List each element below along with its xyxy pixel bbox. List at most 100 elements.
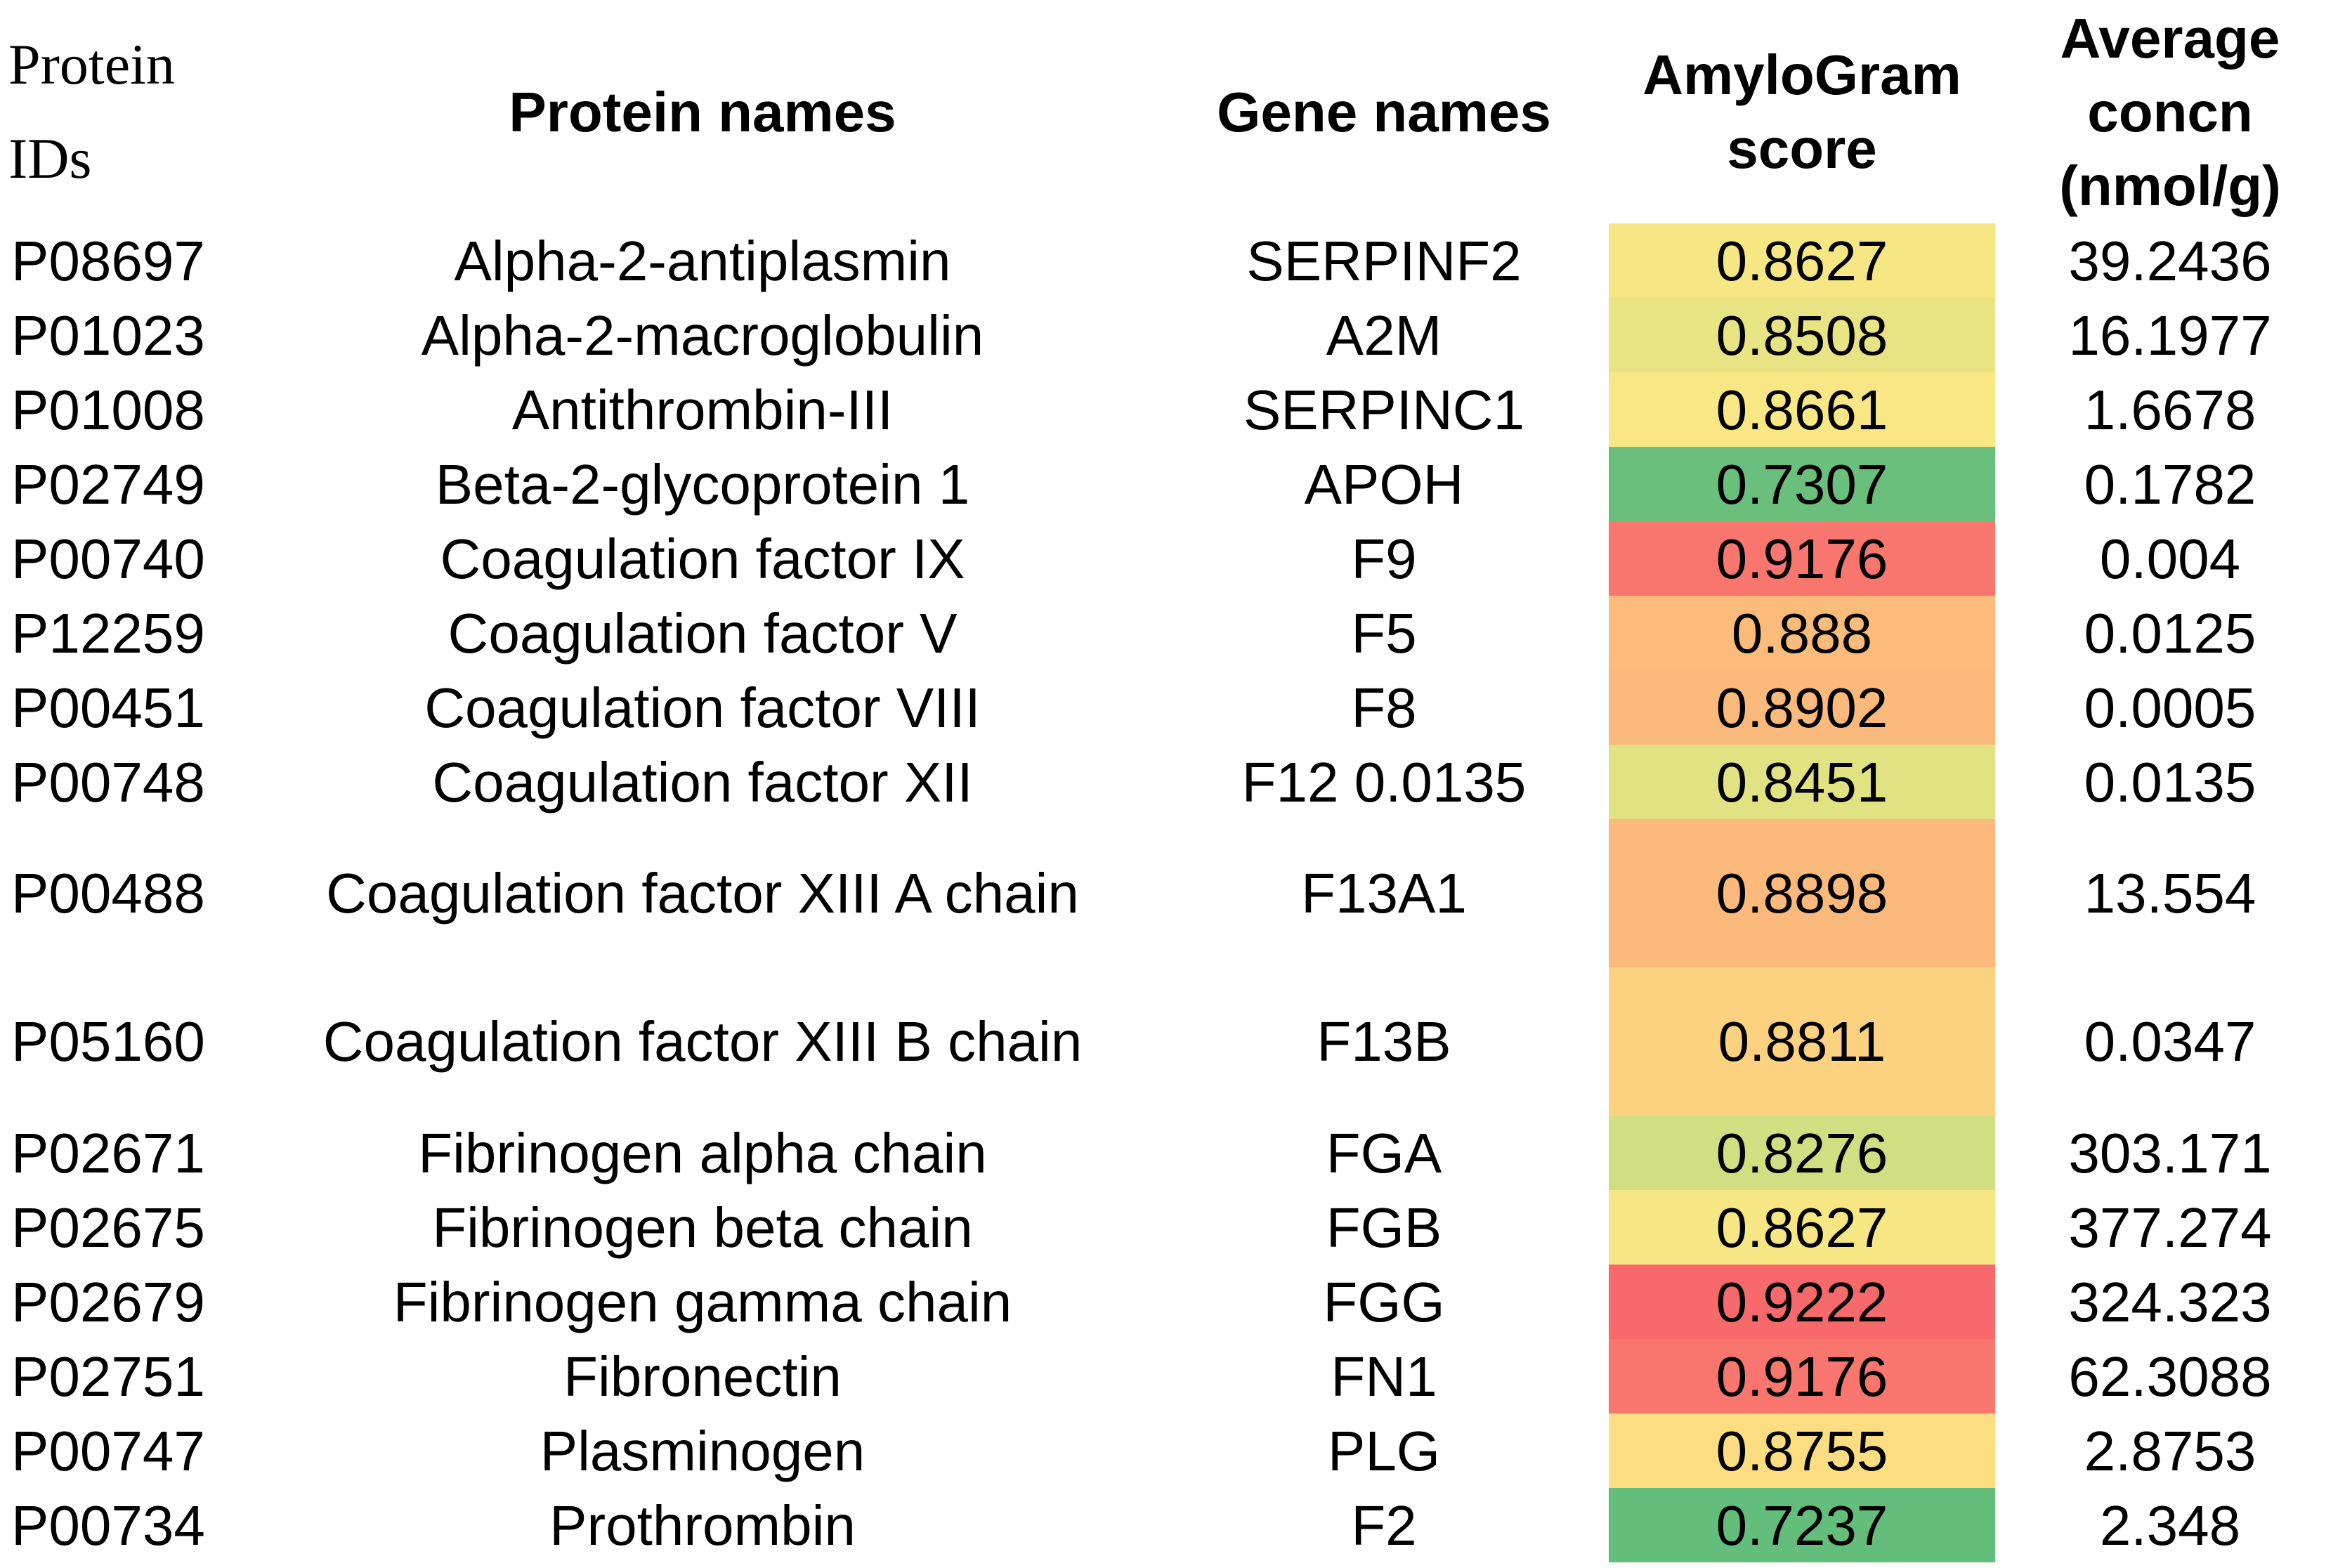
average-concn-cell: 0.0125 [2084,601,2256,665]
header-protein-ids: Protein IDs [8,32,175,190]
average-concn-cell: 0.0005 [2084,676,2256,739]
protein-id-cell: P02679 [11,1270,205,1333]
gene-name-cell: F8 [1351,676,1417,739]
average-concn-cell: 324.323 [2068,1270,2272,1333]
amylogram-score-cell: 0.7307 [1609,447,1995,521]
amylogram-score-cell: 0.9176 [1609,521,1995,596]
average-concn-cell: 39.2436 [2068,229,2272,292]
header-row: Protein IDs Protein names Gene names Amy… [0,0,2345,223]
protein-id-cell: P02671 [11,1121,205,1184]
protein-id-cell: P02749 [11,452,205,516]
table-row: P01008 Antithrombin-III SERPINC1 0.8661 1.66… [0,372,2345,447]
table-row: P00488 Coagulation factor XIII A chain F13… [0,819,2345,967]
table-row: P02675 Fibrinogen beta chain FGB 0.8627 377.… [0,1190,2345,1265]
protein-id-cell: P00740 [11,527,205,590]
gene-name-cell: SERPINC1 [1243,378,1525,441]
header-amylogram-score: AmyloGram score [1642,44,1961,180]
table-row: P00734 Prothrombin F2 0.7237 2.348 [0,1488,2345,1562]
amylogram-score-cell: 0.9222 [1609,1265,1995,1339]
protein-name-cell: Fibronectin [563,1345,842,1408]
gene-name-cell: PLG [1327,1419,1441,1482]
protein-id-cell: P00451 [11,676,205,739]
average-concn-cell: 2.8753 [2084,1419,2256,1482]
amylogram-score-cell: 0.8902 [1609,670,1995,745]
gene-name-cell: F12 0.0135 [1241,750,1527,814]
gene-name-cell: FGG [1323,1270,1445,1333]
gene-name-cell: F2 [1351,1494,1417,1557]
table-row: P08697 Alpha-2-antiplasmin SERPINF2 0.8627 3… [0,223,2345,298]
protein-id-cell: P05160 [11,1010,205,1073]
amylogram-score-cell: 0.8661 [1609,372,1995,447]
average-concn-cell: 16.1977 [2068,303,2272,367]
gene-name-cell: FGB [1326,1196,1442,1259]
table-row: P01023 Alpha-2-macroglobulin A2M 0.8508 16.1… [0,298,2345,372]
average-concn-cell: 377.274 [2068,1196,2272,1259]
average-concn-cell: 0.0347 [2084,1010,2256,1073]
amylogram-score-cell: 0.8627 [1609,223,1995,298]
header-average-concn: Average concn (nmol/g) [2059,6,2281,217]
protein-name-cell: Coagulation factor XIII A chain [326,862,1079,925]
table-row: P00747 Plasminogen PLG 0.8755 2.8753 [0,1413,2345,1488]
protein-name-cell: Beta-2-glycoprotein 1 [435,452,970,516]
protein-id-cell: P00734 [11,1494,205,1557]
protein-name-cell: Coagulation factor VIII [424,676,981,739]
table-row: P00748 Coagulation factor XII F12 0.0135 0.… [0,745,2345,819]
protein-id-cell: P01008 [11,378,205,441]
gene-name-cell: A2M [1326,303,1442,367]
protein-id-cell: P00748 [11,750,205,814]
amylogram-score-cell: 0.8276 [1609,1116,1995,1190]
protein-name-cell: Antithrombin-III [511,378,894,441]
gene-name-cell: FN1 [1331,1345,1437,1408]
average-concn-cell: 62.3088 [2068,1345,2272,1408]
protein-id-cell: P00747 [11,1419,205,1482]
average-concn-cell: 1.6678 [2084,378,2256,441]
gene-name-cell: APOH [1304,452,1464,516]
average-concn-cell: 0.0135 [2084,750,2256,814]
protein-id-cell: P00488 [11,862,205,925]
protein-name-cell: Alpha-2-antiplasmin [454,229,951,292]
protein-name-cell: Plasminogen [540,1419,866,1482]
header-gene-names: Gene names [1217,80,1551,143]
protein-name-cell: Fibrinogen alpha chain [418,1121,987,1184]
protein-id-cell: P08697 [11,229,205,292]
table-row: P00740 Coagulation factor IX F9 0.9176 0.004 [0,521,2345,596]
average-concn-cell: 0.1782 [2084,452,2256,516]
amylogram-score-cell: 0.8755 [1609,1413,1995,1488]
table-row: P02671 Fibrinogen alpha chain FGA 0.8276 303… [0,1116,2345,1190]
gene-name-cell: F5 [1351,601,1417,665]
amylogram-score-cell: 0.9176 [1609,1339,1995,1413]
average-concn-cell: 13.554 [2084,862,2256,925]
gene-name-cell: FGA [1326,1121,1442,1184]
protein-name-cell: Coagulation factor XII [432,750,973,814]
table-row: P05160 Coagulation factor XIII B chain F13… [0,967,2345,1116]
gene-name-cell: F9 [1351,527,1417,590]
table-row: P02749 Beta-2-glycoprotein 1 APOH 0.7307 0.1… [0,447,2345,521]
gene-name-cell: F13B [1317,1010,1451,1073]
protein-name-cell: Fibrinogen gamma chain [393,1270,1012,1333]
protein-name-cell: Alpha-2-macroglobulin [421,303,984,367]
header-protein-names: Protein names [509,80,896,143]
gene-name-cell: F13A1 [1301,862,1467,925]
table-row: P02751 Fibronectin FN1 0.9176 62.3088 [0,1339,2345,1413]
average-concn-cell: 2.348 [2099,1494,2241,1557]
amylogram-score-cell: 0.8898 [1609,819,1995,967]
table-row: P00451 Coagulation factor VIII F8 0.8902 0.0… [0,670,2345,745]
protein-id-cell: P02675 [11,1196,205,1259]
average-concn-cell: 303.171 [2068,1121,2272,1184]
protein-id-cell: P01023 [11,303,205,367]
amylogram-score-cell: 0.8451 [1609,745,1995,819]
average-concn-cell: 0.004 [2099,527,2241,590]
protein-name-cell: Coagulation factor XIII B chain [322,1010,1083,1073]
gene-name-cell: SERPINF2 [1246,229,1522,292]
protein-id-cell: P12259 [11,601,205,665]
amylogram-score-cell: 0.888 [1609,596,1995,670]
protein-name-cell: Coagulation factor V [448,601,958,665]
protein-name-cell: Fibrinogen beta chain [432,1196,973,1259]
table-row: P12259 Coagulation factor V F5 0.888 0.0125 [0,596,2345,670]
protein-name-cell: Prothrombin [549,1494,856,1557]
amylogram-score-cell: 0.8627 [1609,1190,1995,1265]
amylogram-score-cell: 0.7237 [1609,1488,1995,1562]
amylogram-score-cell: 0.8508 [1609,298,1995,372]
table-row: P02679 Fibrinogen gamma chain FGG 0.9222 324… [0,1265,2345,1339]
